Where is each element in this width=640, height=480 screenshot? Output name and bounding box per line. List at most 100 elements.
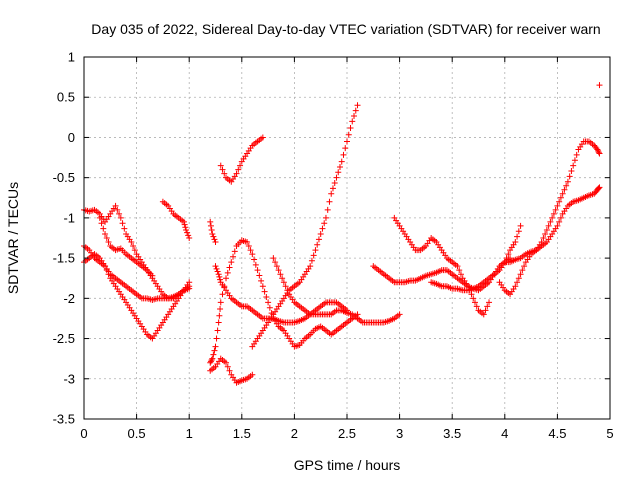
data-point (221, 170, 228, 177)
data-point (224, 269, 231, 276)
data-point (552, 206, 559, 213)
data-point (131, 247, 138, 254)
data-point (559, 190, 566, 197)
data-point (324, 206, 331, 213)
y-tick-label: 0 (68, 130, 75, 145)
data-point (514, 233, 521, 240)
data-point (121, 225, 128, 232)
data-point (119, 220, 126, 227)
data-point (215, 271, 222, 278)
y-axis-label: SDTVAR / TECUs (5, 182, 21, 294)
data-point (308, 257, 315, 264)
data-point (549, 214, 556, 221)
data-point (277, 271, 284, 278)
data-point (468, 291, 475, 298)
data-point (312, 247, 319, 254)
y-tick-label: -2 (63, 291, 75, 306)
y-tick-label: -1 (63, 210, 75, 225)
data-point (315, 236, 322, 243)
data-point (349, 118, 356, 125)
x-tick-label: 2 (291, 426, 298, 441)
data-point (215, 319, 222, 326)
y-tick-label: -1.5 (53, 251, 75, 266)
data-point (310, 252, 317, 259)
data-point (517, 222, 524, 229)
data-point (335, 169, 342, 176)
data-point (554, 222, 561, 229)
data-point (185, 232, 192, 239)
data-point (594, 146, 601, 153)
data-point (515, 228, 522, 235)
data-point (214, 268, 221, 275)
data-point (254, 267, 261, 274)
data-point (208, 357, 215, 364)
data-point (105, 239, 112, 246)
data-point (515, 275, 522, 282)
data-point (207, 358, 214, 365)
data-point (456, 267, 463, 274)
data-point (235, 166, 242, 173)
data-point (336, 163, 343, 170)
data-point (210, 351, 217, 358)
data-point (314, 241, 321, 248)
data-point (186, 279, 193, 286)
data-point (149, 272, 156, 279)
data-point (543, 226, 550, 233)
data-point (570, 162, 577, 169)
x-tick-label: 1 (186, 426, 193, 441)
data-point (279, 275, 286, 282)
data-point (486, 299, 493, 306)
data-point (245, 243, 252, 250)
data-point (237, 162, 244, 169)
data-point (128, 239, 135, 246)
data-point (270, 255, 277, 262)
data-point (209, 230, 216, 237)
data-point (284, 287, 291, 294)
data-point (307, 263, 314, 270)
data-point (252, 261, 259, 268)
data-point (566, 173, 573, 180)
x-tick-label: 3.5 (443, 426, 461, 441)
data-point (186, 235, 193, 241)
data-point (563, 182, 570, 189)
data-point (226, 367, 233, 374)
data-point (259, 283, 266, 290)
x-axis-label: GPS time / hours (294, 457, 401, 473)
data-point (471, 299, 478, 306)
x-tick-label: 1.5 (233, 426, 251, 441)
y-tick-label: 1 (68, 50, 75, 65)
data-point (228, 259, 235, 266)
data-point (102, 263, 109, 270)
data-point (258, 277, 265, 284)
data-point (114, 206, 121, 213)
data-point (354, 102, 361, 109)
data-point (556, 198, 563, 205)
data-point (224, 363, 231, 370)
data-point (98, 220, 105, 227)
data-point (223, 359, 230, 366)
data-point (219, 291, 226, 298)
data-point (186, 285, 193, 292)
data-point (542, 230, 549, 237)
data-point (213, 265, 220, 272)
data-point (480, 311, 487, 318)
data-point (347, 125, 354, 132)
x-tick-label: 4 (501, 426, 508, 441)
data-point (396, 311, 403, 318)
data-point (538, 239, 545, 246)
y-tick-label: -3 (63, 371, 75, 386)
x-tick-label: 5 (606, 426, 613, 441)
x-tick-label: 2.5 (338, 426, 356, 441)
data-point (561, 186, 568, 193)
data-point (209, 355, 216, 362)
y-tick-label: -2.5 (53, 331, 75, 346)
data-point (181, 221, 188, 228)
data-point (211, 236, 218, 243)
data-point (180, 218, 187, 225)
data-point (210, 233, 217, 240)
data-point (263, 293, 270, 300)
y-tick-label: 0.5 (57, 90, 75, 105)
data-point (328, 190, 335, 197)
data-point (280, 279, 287, 286)
data-point (352, 107, 359, 114)
